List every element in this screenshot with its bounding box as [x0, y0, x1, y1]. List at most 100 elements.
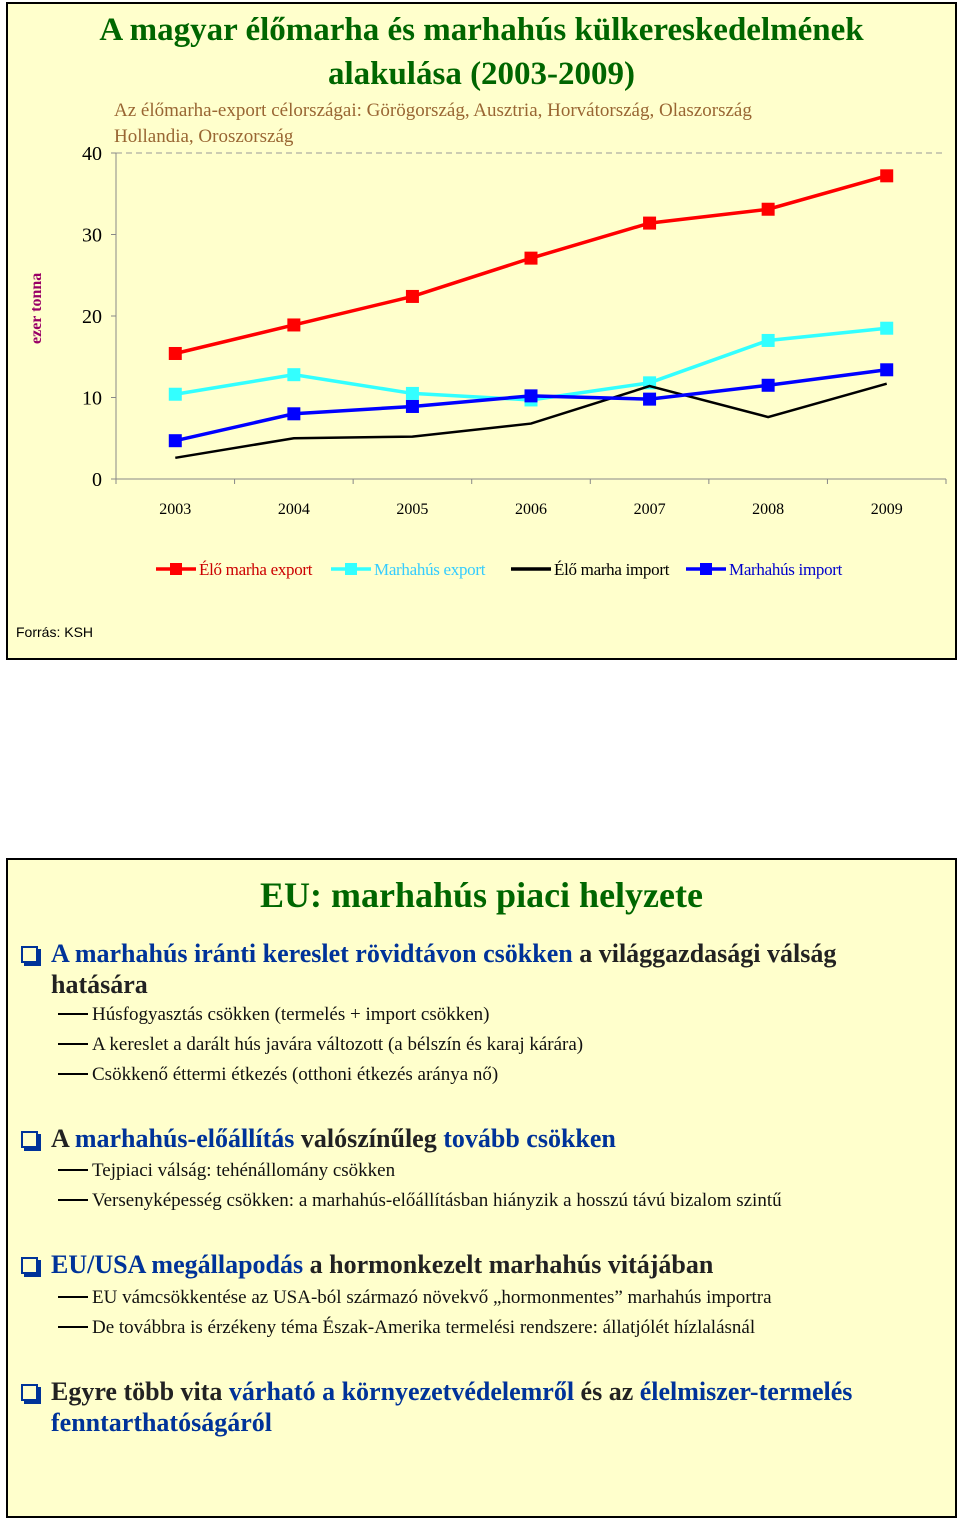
dash-icon: [58, 1012, 88, 1015]
data-point: [761, 202, 775, 216]
bullet-production-end: tovább csökken: [443, 1124, 616, 1153]
bullet-box-icon: [21, 1131, 41, 1151]
series-2: [175, 382, 888, 460]
bullet-sust-line2: fenntarthatóságáról: [51, 1408, 272, 1437]
data-point: [405, 399, 419, 413]
legend: Élő marha export Marhahús export Élő marha…: [156, 560, 843, 579]
sub-item-text: A kereslet a darált hús javára változott…: [92, 1034, 584, 1055]
series-line: [175, 326, 887, 402]
legend-swatch-marker: [170, 563, 182, 575]
chart-title-line1: A magyar élőmarha és marhahús külkereske…: [99, 12, 864, 48]
x-tick-label: 2006: [515, 501, 547, 518]
data-point: [287, 368, 301, 382]
chart-subtitle: Az élőmarha-export célországai: Görögors…: [114, 98, 934, 150]
sub-item-text: Húsfogyasztás csökken (termelés + import…: [92, 1004, 490, 1025]
chart-subtitle-line1: Az élőmarha-export célországai: Görögors…: [114, 100, 752, 121]
series-line: [174, 174, 888, 356]
chart-title-line2: alakulása (2003-2009): [327, 56, 636, 92]
bullet-eu-usa-highlight: EU/USA megállapodás: [51, 1250, 304, 1279]
legend-label: Marhahús import: [729, 560, 843, 579]
data-point: [761, 378, 775, 392]
data-point: [168, 434, 182, 448]
slide-title: EU: marhahús piaci helyzete: [260, 875, 703, 915]
x-tick-label: 2007: [634, 501, 666, 518]
data-point: [880, 321, 894, 335]
chart-slide: A magyar élőmarha és marhahús külkereske…: [6, 2, 957, 660]
data-point: [168, 346, 182, 360]
x-tick-label: 2005: [396, 501, 428, 518]
series-line: [175, 382, 888, 460]
sub-item-text: Tejpiaci válság: tehénállomány csökken: [92, 1160, 396, 1181]
data-point: [761, 333, 775, 347]
text-slide: EU: marhahús piaci helyzete A marhahús i…: [6, 858, 957, 1518]
data-point: [405, 289, 419, 303]
data-point: [643, 392, 657, 406]
chart-title: A magyar élőmarha és marhahús külkereske…: [8, 8, 955, 96]
chart-subtitle-line2: Hollandia, Oroszország: [114, 126, 294, 147]
data-point: [524, 251, 538, 265]
bullet-eu-usa-rest: a hormonkezelt marhahús vitájában: [303, 1250, 714, 1279]
bullet-demand-highlight: A marhahús iránti kereslet rövidtávon cs…: [51, 939, 573, 968]
sub-item: Csökkenő éttermi étkezés (otthoni étkezé…: [58, 1062, 498, 1088]
legend-label: Élő marha export: [199, 560, 313, 579]
series-0: [168, 169, 894, 360]
legend-item-2: Élő marha import: [511, 560, 670, 579]
x-tick-label: 2009: [871, 501, 903, 518]
sub-item: Versenyképesség csökken: a marhahús-előá…: [58, 1188, 782, 1214]
x-tick-label: 2008: [752, 501, 784, 518]
legend-swatch-marker: [700, 563, 712, 575]
axes: 0 10 20 30 40 2003 2004 2005 2006 2007 2008 2009: [82, 143, 947, 518]
legend-item-0: Élő marha export: [156, 560, 313, 579]
legend-item-1: Marhahús export: [331, 560, 486, 579]
y-tick-label: 30: [82, 225, 102, 247]
y-tick-label: 40: [82, 143, 102, 165]
legend-label: Élő marha import: [554, 560, 670, 579]
bullet-sust-b: várható a környezetvédelemről: [228, 1377, 575, 1406]
bullet-production-a: A: [51, 1124, 75, 1153]
dash-icon: [58, 1325, 88, 1328]
bullet-sust-c: és az: [574, 1377, 640, 1406]
bullet-production-mid: valószínűleg: [294, 1124, 444, 1153]
sub-item: A kereslet a darált hús javára változott…: [58, 1032, 583, 1058]
legend-item-3: Marhahús import: [686, 560, 843, 579]
y-tick-label: 20: [82, 306, 102, 328]
bullet-box-icon: [21, 1384, 41, 1404]
sub-item-text: EU vámcsökkentése az USA-ból származó nö…: [92, 1287, 772, 1308]
bullet-demand-line2: hatására: [51, 970, 148, 999]
sub-item-text: Versenyképesség csökken: a marhahús-előá…: [92, 1190, 782, 1211]
bullet-production-subject: marhahús-előállítás: [74, 1124, 295, 1153]
sub-item: Tejpiaci válság: tehénállomány csökken: [58, 1158, 395, 1184]
sub-item: De továbbra is érzékeny téma Észak-Ameri…: [58, 1315, 755, 1341]
data-point: [287, 407, 301, 421]
source-note: Forrás: KSH: [16, 624, 94, 640]
bullet-box-icon: [21, 1257, 41, 1277]
y-tick-label: 0: [92, 469, 102, 491]
sub-item: EU vámcsökkentése az USA-ból származó nö…: [58, 1285, 772, 1311]
series-3: [168, 363, 894, 448]
series-lines: [168, 169, 894, 460]
bullet-box-icon: [21, 946, 41, 966]
data-point: [168, 387, 182, 401]
data-point: [880, 363, 894, 377]
legend-label: Marhahús export: [374, 560, 486, 579]
dash-icon: [58, 1042, 88, 1045]
dash-icon: [58, 1168, 88, 1171]
x-tick-label: 2004: [278, 501, 310, 518]
line-chart: 0 10 20 30 40 2003 2004 2005 2006 2007 2008 2009 Él…: [82, 143, 947, 579]
dash-icon: [58, 1072, 88, 1075]
data-point: [880, 169, 894, 183]
data-point: [405, 386, 419, 400]
data-point: [287, 318, 301, 332]
x-tick-label: 2003: [159, 501, 191, 518]
dash-icon: [58, 1295, 88, 1298]
dash-icon: [58, 1198, 88, 1201]
data-point: [643, 216, 657, 230]
y-tick-label: 10: [82, 388, 102, 410]
sub-item: Húsfogyasztás csökken (termelés + import…: [58, 1002, 489, 1028]
data-point: [524, 389, 538, 403]
bullet-sust-d: élelmiszer-termelés: [639, 1377, 853, 1406]
bullet-sust-a: Egyre több vita: [51, 1377, 229, 1406]
legend-swatch-marker: [345, 563, 357, 575]
sub-item-text: Csökkenő éttermi étkezés (otthoni étkezé…: [92, 1064, 499, 1085]
sub-item-text: De továbbra is érzékeny téma Észak-Ameri…: [92, 1317, 756, 1338]
